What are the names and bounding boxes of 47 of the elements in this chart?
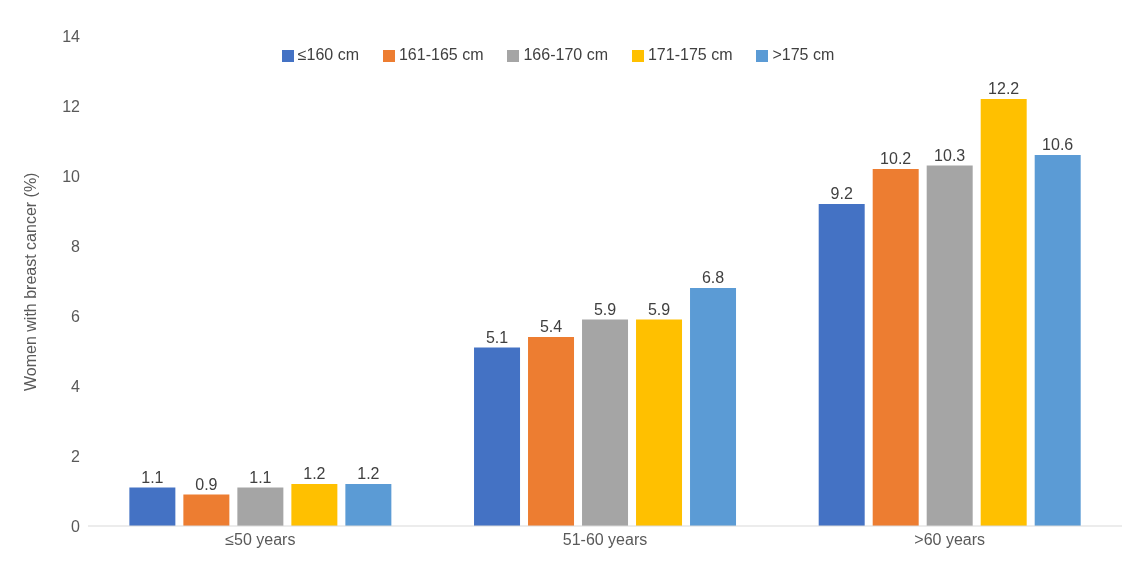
- data-label: 6.8: [701, 269, 725, 286]
- legend-label: 166-170 cm: [523, 46, 608, 63]
- data-label: 10.2: [880, 150, 912, 167]
- bar: [129, 487, 176, 526]
- legend-label: 171-175 cm: [647, 46, 733, 63]
- x-tick-label: ≤50 years: [225, 531, 296, 549]
- data-label: 1.2: [357, 465, 380, 482]
- data-label: 9.2: [830, 185, 853, 202]
- bar: [582, 319, 629, 526]
- data-label: 1.1: [249, 468, 272, 486]
- bar: [528, 337, 575, 526]
- y-tick-label: 6: [71, 307, 81, 325]
- bar: [474, 347, 521, 526]
- bar: [1034, 155, 1081, 526]
- bar: [237, 487, 284, 526]
- bar: [872, 169, 919, 526]
- y-tick-label: 2: [71, 447, 81, 465]
- bar: [345, 484, 392, 526]
- legend-label: ≤160 cm: [297, 46, 359, 63]
- data-label: 0.9: [195, 475, 218, 493]
- legend-label: 161-165 cm: [398, 46, 484, 63]
- bar: [183, 494, 230, 526]
- data-label: 10.6: [1042, 136, 1074, 153]
- data-label: 5.9: [647, 300, 671, 318]
- y-axis-title: Women with breast cancer (%): [21, 172, 39, 391]
- bar: [818, 204, 865, 526]
- x-tick-label: 51-60 years: [562, 531, 648, 549]
- y-tick-label: 8: [71, 237, 81, 255]
- data-label: 5.1: [485, 328, 509, 346]
- legend-label: >175 cm: [772, 46, 835, 63]
- bar: [636, 319, 683, 526]
- x-tick-label: >60 years: [914, 531, 986, 549]
- bar: [291, 484, 338, 526]
- y-tick-label: 12: [62, 97, 81, 115]
- data-label: 5.9: [593, 300, 617, 318]
- y-tick-label: 10: [62, 167, 81, 185]
- bar: [980, 99, 1027, 526]
- data-label: 12.2: [988, 80, 1020, 97]
- bar: [926, 165, 973, 526]
- y-tick-label: 14: [62, 27, 81, 45]
- data-label: 1.2: [303, 465, 326, 482]
- data-label: 1.1: [141, 468, 164, 486]
- y-tick-label: 0: [71, 517, 81, 535]
- data-label: 10.3: [934, 146, 966, 164]
- y-tick-label: 4: [71, 377, 81, 395]
- bar: [690, 288, 737, 526]
- data-label: 5.4: [539, 318, 563, 335]
